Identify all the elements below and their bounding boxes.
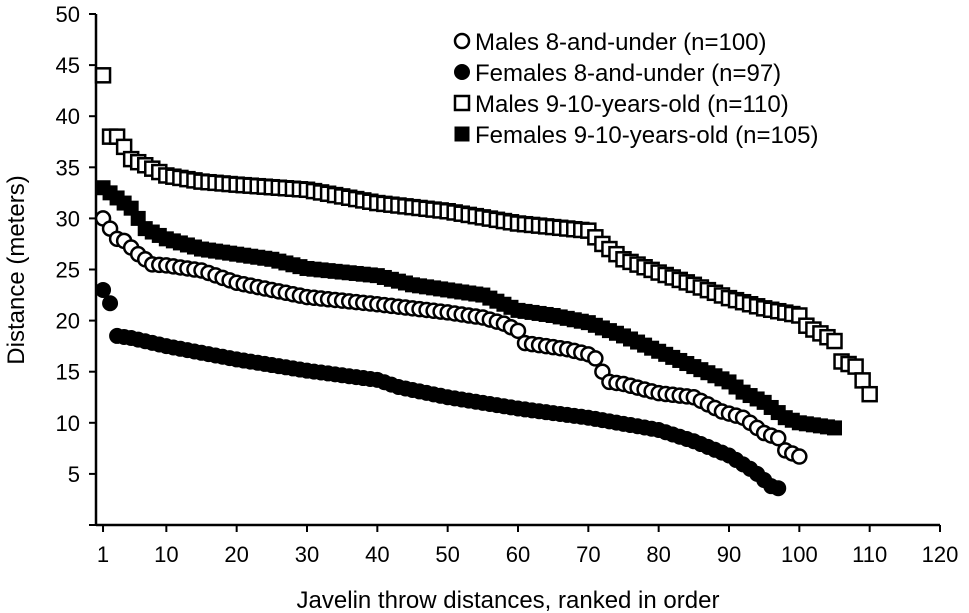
x-tick-label: 40 bbox=[365, 542, 389, 567]
y-tick-label: 15 bbox=[56, 360, 80, 385]
x-tick-label: 50 bbox=[435, 542, 459, 567]
data-point bbox=[770, 480, 787, 497]
legend-marker bbox=[454, 126, 470, 142]
legend-marker bbox=[454, 64, 470, 80]
series-4 bbox=[95, 180, 842, 436]
y-tick-label: 20 bbox=[56, 309, 80, 334]
x-tick-label: 20 bbox=[224, 542, 248, 567]
legend-marker bbox=[453, 32, 471, 50]
x-tick-label: 70 bbox=[576, 542, 600, 567]
series-1 bbox=[94, 210, 808, 465]
series-2 bbox=[95, 281, 787, 497]
data-point bbox=[827, 420, 842, 436]
data-point bbox=[769, 429, 787, 447]
y-axis-title: Distance (meters) bbox=[3, 175, 30, 364]
y-tick-label: 25 bbox=[56, 258, 80, 283]
data-point bbox=[509, 322, 527, 340]
data-point bbox=[861, 385, 878, 403]
x-tick-label: 120 bbox=[922, 542, 959, 567]
x-tick-label: 90 bbox=[717, 542, 741, 567]
legend-item: Males 8-and-under (n=100) bbox=[453, 29, 767, 56]
legend-item: Females 8-and-under (n=97) bbox=[454, 60, 781, 87]
data-point bbox=[102, 295, 119, 312]
y-tick-label: 45 bbox=[56, 53, 80, 78]
legend-label: Females 8-and-under (n=97) bbox=[475, 60, 781, 87]
x-axis-title: Javelin throw distances, ranked in order bbox=[297, 587, 720, 613]
legend-label: Females 9-10-years-old (n=105) bbox=[475, 122, 819, 149]
data-point bbox=[94, 67, 112, 84]
data-point bbox=[791, 448, 808, 465]
y-tick-label: 40 bbox=[56, 104, 80, 129]
data-point bbox=[95, 281, 112, 298]
data-point bbox=[847, 358, 864, 375]
y-axis-ticks: 5 10 15 20 25 30 35 40 45 50 bbox=[56, 2, 96, 526]
x-tick-label: 80 bbox=[646, 542, 670, 567]
legend-marker bbox=[453, 94, 471, 112]
x-tick-label: 60 bbox=[506, 542, 530, 567]
x-tick-label: 1 bbox=[97, 542, 109, 567]
x-tick-label: 10 bbox=[154, 542, 178, 567]
y-tick-label: 10 bbox=[56, 411, 80, 436]
legend: Males 8-and-under (n=100) Females 8-and-u… bbox=[453, 29, 819, 149]
legend-label: Males 9-10-years-old (n=110) bbox=[475, 91, 789, 118]
x-tick-label: 110 bbox=[852, 542, 887, 567]
x-axis-ticks: 1 10 20 30 40 50 60 70 80 90 100 110 120 bbox=[97, 525, 958, 567]
x-tick-label: 30 bbox=[295, 542, 319, 567]
legend-item: Females 9-10-years-old (n=105) bbox=[454, 122, 819, 149]
y-tick-label: 30 bbox=[56, 206, 80, 231]
x-tick-label: 100 bbox=[781, 542, 818, 567]
legend-label: Males 8-and-under (n=100) bbox=[475, 29, 767, 56]
y-tick-label: 35 bbox=[56, 155, 80, 180]
series-3 bbox=[94, 67, 878, 403]
series-layer bbox=[94, 67, 878, 497]
y-tick-label: 5 bbox=[68, 462, 80, 487]
data-point bbox=[826, 332, 843, 350]
data-point bbox=[854, 372, 871, 389]
y-tick-label: 50 bbox=[56, 2, 80, 27]
data-point bbox=[587, 350, 604, 367]
legend-item: Males 9-10-years-old (n=110) bbox=[453, 91, 789, 118]
